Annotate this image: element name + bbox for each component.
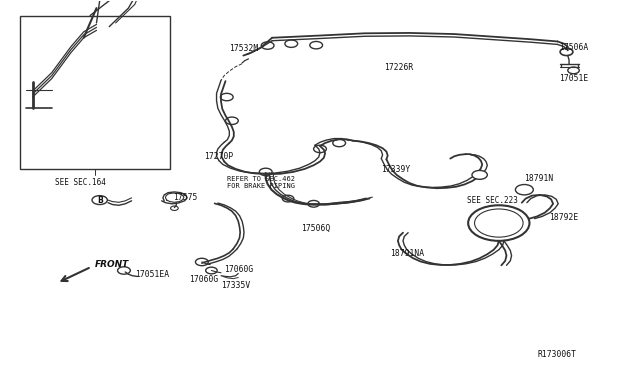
Text: REFER TO SEC.462
FOR BRAKE PIPING: REFER TO SEC.462 FOR BRAKE PIPING <box>227 176 296 189</box>
Text: 17506Q: 17506Q <box>301 224 330 233</box>
Text: 17226R: 17226R <box>384 63 413 72</box>
Text: 17506A: 17506A <box>559 42 589 51</box>
Text: R173006T: R173006T <box>537 350 576 359</box>
Text: 17339Y: 17339Y <box>381 165 410 174</box>
Text: SEE SEC.164: SEE SEC.164 <box>55 178 106 187</box>
Text: FRONT: FRONT <box>95 260 129 269</box>
Text: B: B <box>97 196 102 205</box>
Text: 18791N: 18791N <box>524 174 554 183</box>
Circle shape <box>468 205 529 241</box>
Text: 17060G: 17060G <box>189 275 218 284</box>
Circle shape <box>92 196 108 205</box>
Text: SEE SEC.223: SEE SEC.223 <box>467 196 518 205</box>
Text: 17051E: 17051E <box>559 74 589 83</box>
Circle shape <box>515 185 533 195</box>
Text: 17060G: 17060G <box>224 264 253 273</box>
Text: 18791NA: 18791NA <box>390 249 424 258</box>
Text: 17335V: 17335V <box>221 281 250 290</box>
Text: 17051EA: 17051EA <box>135 270 169 279</box>
Text: 18792E: 18792E <box>548 213 578 222</box>
Bar <box>20 16 170 169</box>
Text: 17270P: 17270P <box>204 152 233 161</box>
Text: 17532M: 17532M <box>229 44 259 53</box>
Circle shape <box>472 170 487 179</box>
Text: 17575: 17575 <box>173 193 198 202</box>
